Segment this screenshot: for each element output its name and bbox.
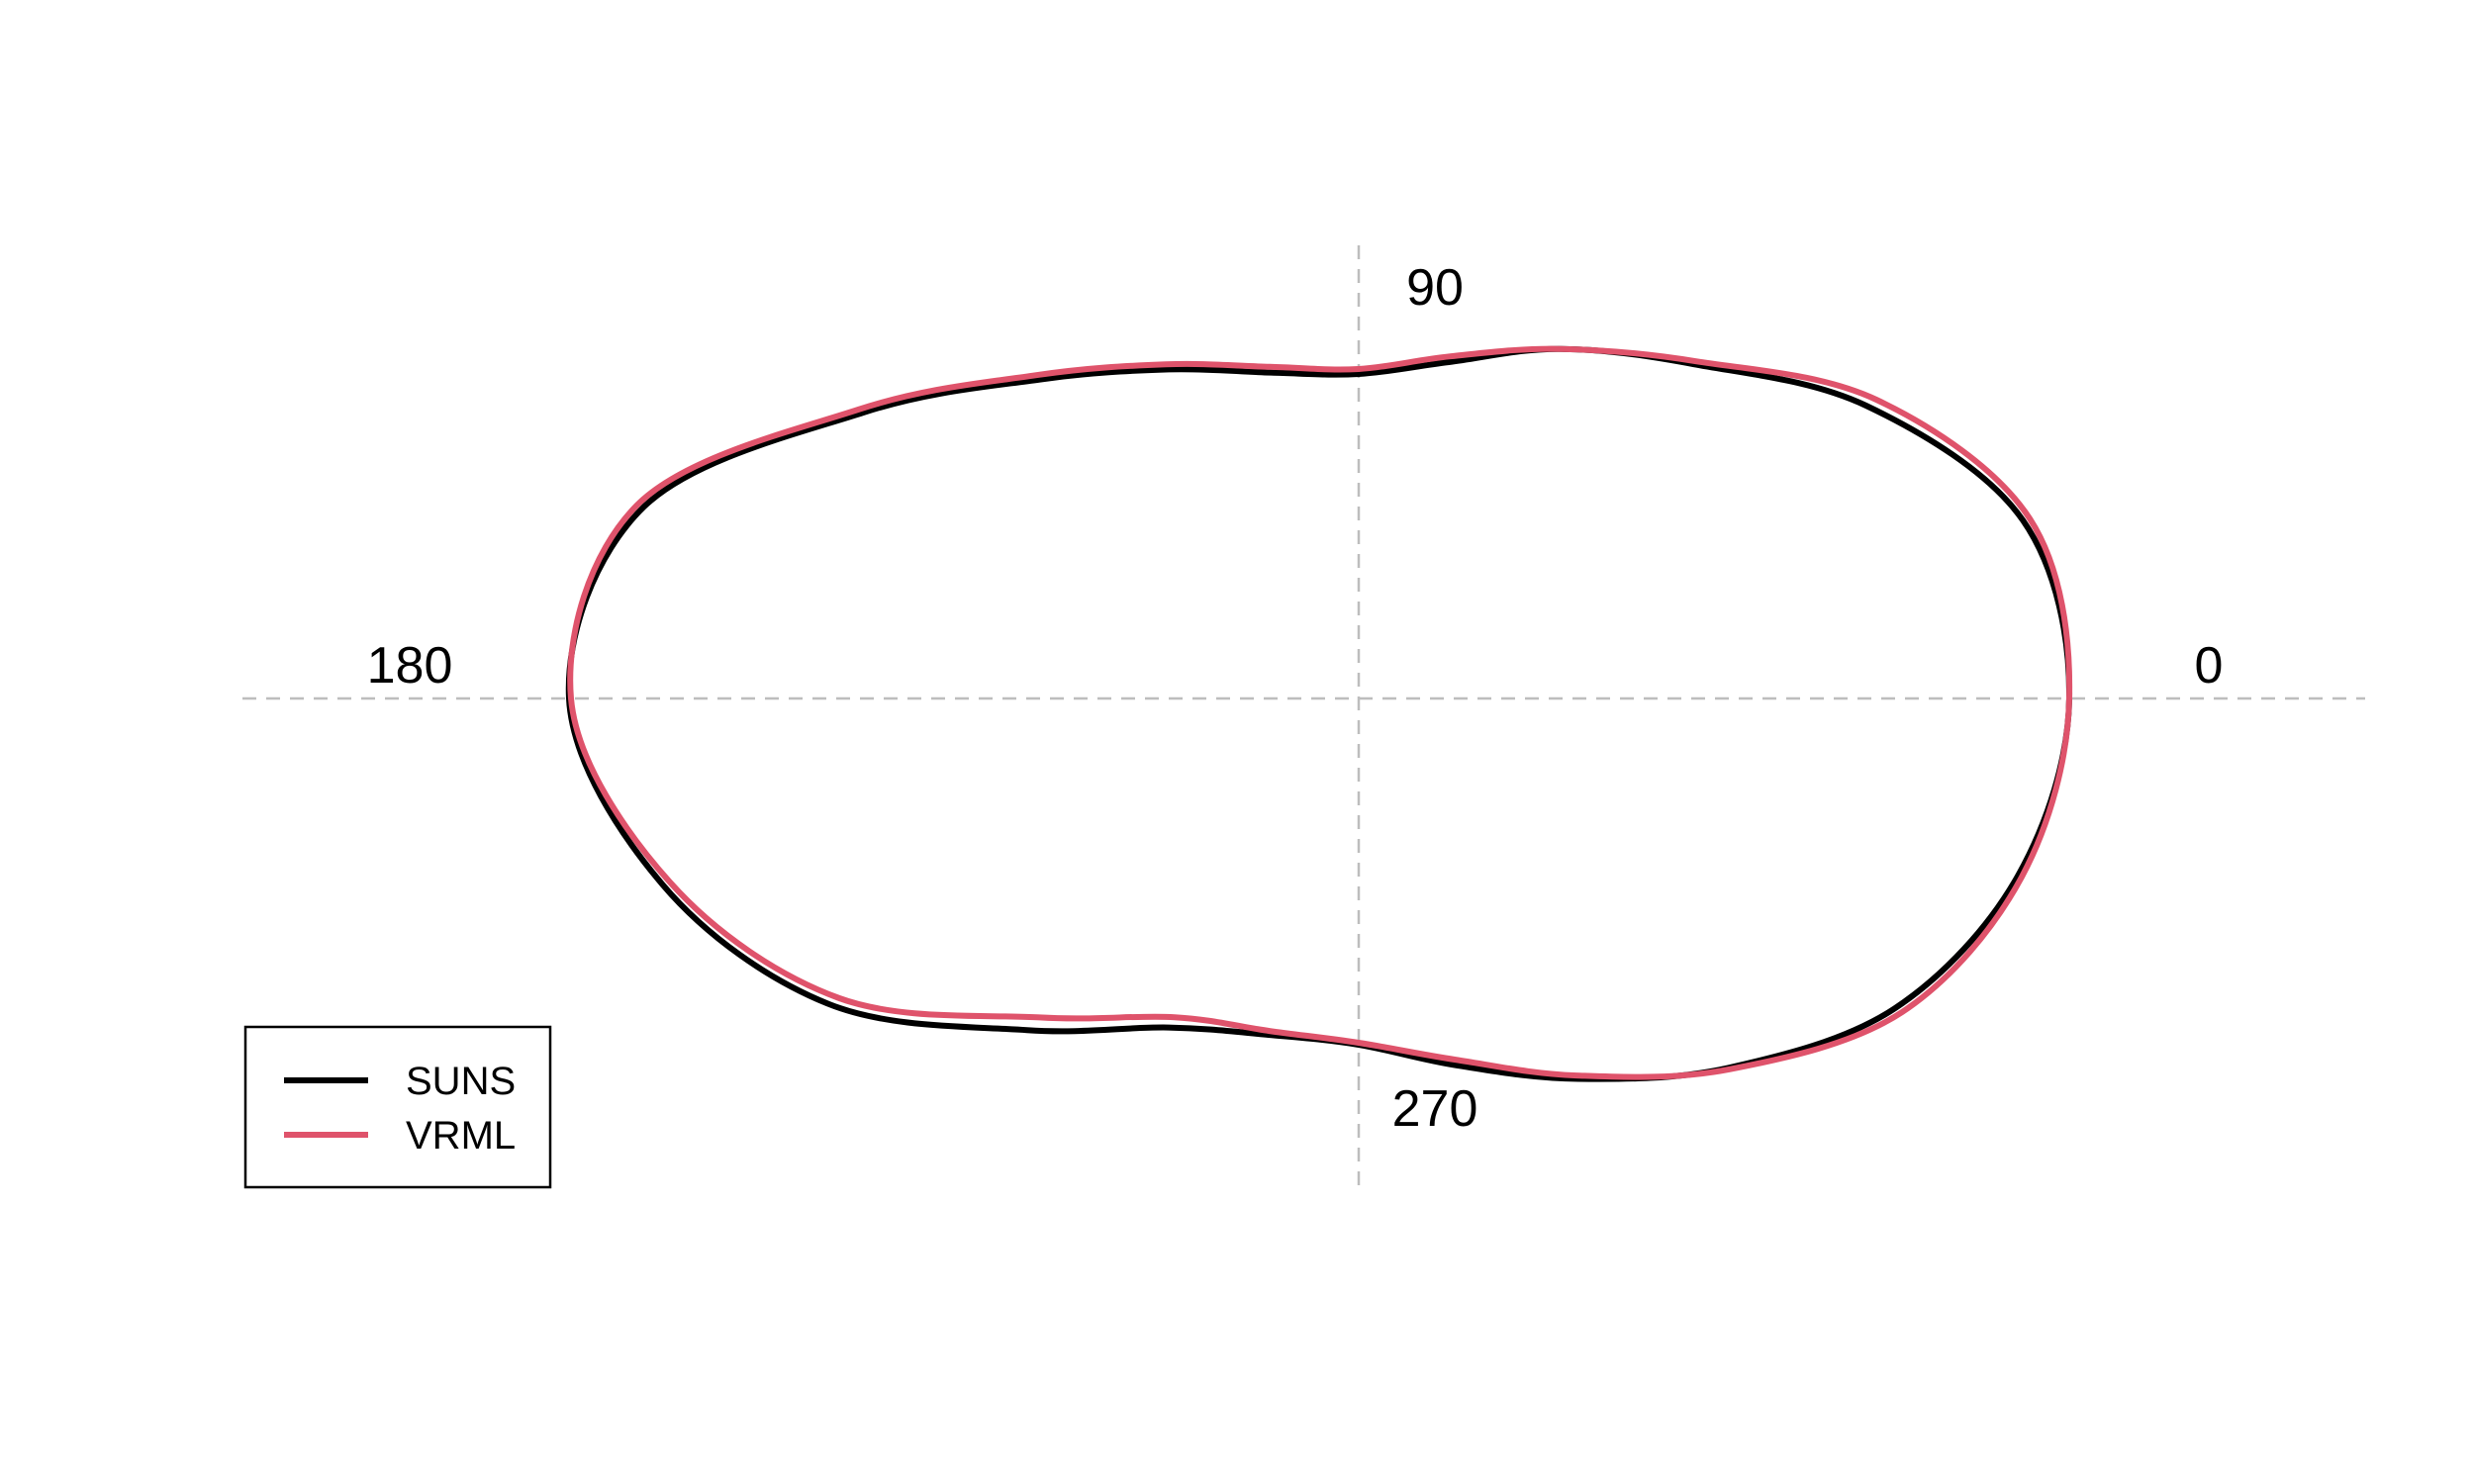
- series-layer: [565, 345, 2073, 1082]
- legend-label-suns: SUNS: [406, 1060, 516, 1103]
- series-line-suns: [565, 345, 2073, 1082]
- angle-label-270: 270: [1392, 1080, 1478, 1138]
- legend-box: [243, 1025, 552, 1189]
- series-line-vrml: [567, 345, 2073, 1080]
- legend-label-vrml: VRML: [406, 1114, 516, 1158]
- axis-guides: [242, 245, 2365, 1192]
- angle-label-180: 180: [367, 637, 453, 695]
- angle-labels: 0 90 180 270: [367, 259, 2224, 1138]
- legend: SUNS VRML: [243, 1025, 552, 1189]
- angle-label-90: 90: [1406, 259, 1464, 317]
- angle-label-0: 0: [2195, 637, 2224, 695]
